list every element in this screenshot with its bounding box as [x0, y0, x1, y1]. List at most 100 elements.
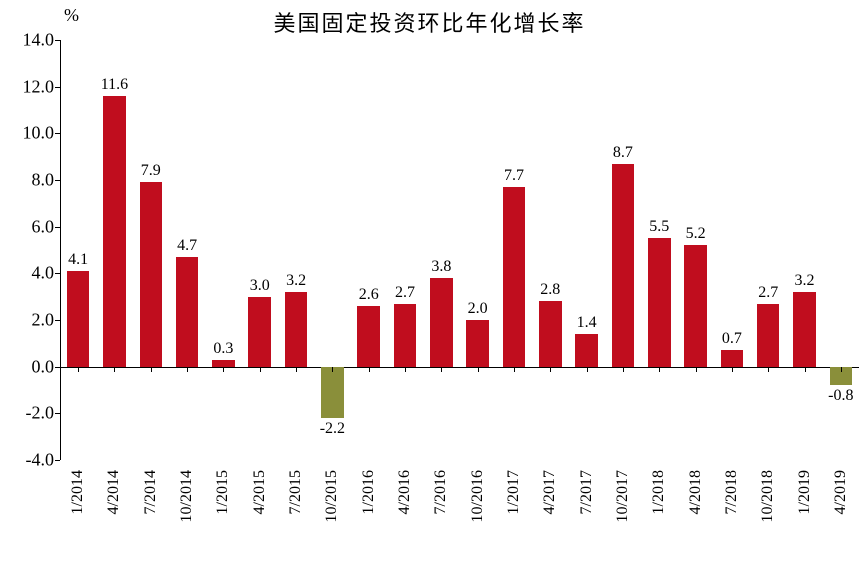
- x-category-label: 7/2014: [142, 470, 160, 514]
- x-tick-mark: [114, 367, 115, 372]
- x-tick-mark: [296, 367, 297, 372]
- y-tick-mark: [55, 273, 60, 274]
- bar: [503, 187, 526, 367]
- bar-value-label: 2.0: [468, 300, 488, 318]
- y-tick-label: 12.0: [23, 76, 55, 97]
- x-category-label: 7/2017: [578, 470, 596, 514]
- zero-baseline: [60, 367, 859, 368]
- x-category-label: 10/2016: [469, 470, 487, 522]
- bar: [357, 306, 380, 367]
- x-category-label: 10/2015: [323, 470, 341, 522]
- x-category-label: 4/2017: [541, 470, 559, 514]
- bar: [721, 350, 744, 366]
- bar-value-label: -2.2: [320, 420, 345, 438]
- x-tick-mark: [696, 367, 697, 372]
- y-axis-unit: %: [64, 5, 79, 26]
- y-tick-label: 0.0: [32, 356, 55, 377]
- x-category-label: 4/2019: [832, 470, 850, 514]
- x-category-label: 4/2018: [687, 470, 705, 514]
- bar: [757, 304, 780, 367]
- y-tick-mark: [55, 413, 60, 414]
- bar-value-label: 7.9: [141, 162, 161, 180]
- y-tick-mark: [55, 227, 60, 228]
- x-tick-mark: [478, 367, 479, 372]
- bar-value-label: 3.2: [286, 272, 306, 290]
- bar: [684, 245, 707, 366]
- x-tick-mark: [550, 367, 551, 372]
- x-tick-mark: [841, 367, 842, 372]
- bar-value-label: 3.0: [250, 277, 270, 295]
- bar: [140, 182, 163, 366]
- x-tick-mark: [623, 367, 624, 372]
- y-tick-label: 2.0: [32, 310, 55, 331]
- y-tick-mark: [55, 460, 60, 461]
- bar-value-label: 11.6: [101, 76, 128, 94]
- bar-value-label: 3.8: [431, 258, 451, 276]
- y-tick-mark: [55, 133, 60, 134]
- y-tick-mark: [55, 367, 60, 368]
- chart-container: 美国固定投资环比年化增长率 % -4.0-2.00.02.04.06.08.01…: [0, 0, 859, 574]
- x-category-label: 10/2014: [178, 470, 196, 522]
- bar-value-label: 5.2: [686, 225, 706, 243]
- bar: [430, 278, 453, 367]
- x-category-label: 4/2016: [396, 470, 414, 514]
- bar-value-label: 3.2: [795, 272, 815, 290]
- x-tick-mark: [332, 367, 333, 372]
- bar: [793, 292, 816, 367]
- bar: [248, 297, 271, 367]
- bar: [103, 96, 126, 367]
- bar-value-label: 5.5: [649, 218, 669, 236]
- bar: [394, 304, 417, 367]
- x-category-label: 7/2018: [723, 470, 741, 514]
- bar-value-label: 7.7: [504, 167, 524, 185]
- x-tick-mark: [732, 367, 733, 372]
- x-category-label: 10/2018: [759, 470, 777, 522]
- bar: [321, 367, 344, 418]
- x-tick-mark: [369, 367, 370, 372]
- x-tick-mark: [514, 367, 515, 372]
- bar: [67, 271, 90, 367]
- bar-value-label: -0.8: [828, 387, 853, 405]
- bar: [539, 301, 562, 366]
- y-tick-label: 4.0: [32, 263, 55, 284]
- y-tick-label: 8.0: [32, 170, 55, 191]
- x-category-label: 7/2015: [287, 470, 305, 514]
- bar-value-label: 2.8: [540, 281, 560, 299]
- plot-area: -4.0-2.00.02.04.06.08.010.012.014.04.11/…: [60, 40, 859, 460]
- x-tick-mark: [587, 367, 588, 372]
- x-category-label: 1/2015: [214, 470, 232, 514]
- bar: [212, 360, 235, 367]
- y-tick-label: -2.0: [26, 403, 55, 424]
- y-tick-label: -4.0: [26, 450, 55, 471]
- bar: [466, 320, 489, 367]
- x-tick-mark: [768, 367, 769, 372]
- y-tick-label: 14.0: [23, 30, 55, 51]
- x-tick-mark: [405, 367, 406, 372]
- y-tick-mark: [55, 180, 60, 181]
- y-tick-mark: [55, 40, 60, 41]
- x-tick-mark: [151, 367, 152, 372]
- x-tick-mark: [260, 367, 261, 372]
- y-axis-line: [60, 40, 61, 460]
- x-category-label: 1/2018: [650, 470, 668, 514]
- bar-value-label: 2.6: [359, 286, 379, 304]
- bar-value-label: 1.4: [577, 314, 597, 332]
- y-tick-label: 10.0: [23, 123, 55, 144]
- x-category-label: 1/2016: [360, 470, 378, 514]
- y-tick-label: 6.0: [32, 216, 55, 237]
- bar-value-label: 0.3: [213, 340, 233, 358]
- x-tick-mark: [78, 367, 79, 372]
- bar: [612, 164, 635, 367]
- bar: [285, 292, 308, 367]
- bar-value-label: 0.7: [722, 330, 742, 348]
- bar-value-label: 2.7: [395, 284, 415, 302]
- x-category-label: 7/2016: [432, 470, 450, 514]
- x-tick-mark: [805, 367, 806, 372]
- x-category-label: 4/2015: [251, 470, 269, 514]
- y-tick-mark: [55, 87, 60, 88]
- bar-value-label: 4.7: [177, 237, 197, 255]
- bar: [575, 334, 598, 367]
- bar-value-label: 2.7: [758, 284, 778, 302]
- x-category-label: 1/2014: [69, 470, 87, 514]
- x-category-label: 1/2019: [796, 470, 814, 514]
